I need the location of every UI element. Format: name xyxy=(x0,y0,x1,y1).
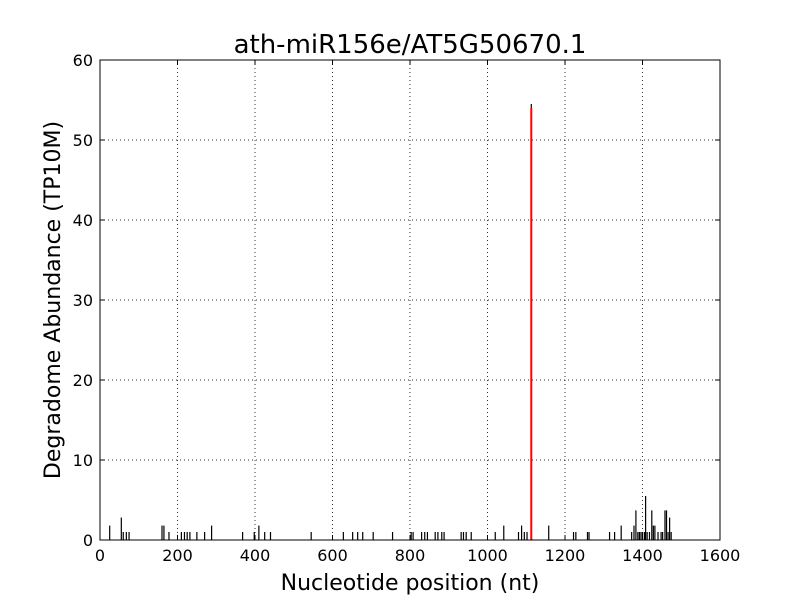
y-tick-label: 50 xyxy=(73,131,93,150)
bars xyxy=(109,104,672,540)
x-tick-label: 1200 xyxy=(545,546,586,565)
y-axis-label: Degradome Abundance (TP10M) xyxy=(41,121,66,479)
x-tick-label: 1400 xyxy=(622,546,663,565)
y-tick-label: 40 xyxy=(73,211,93,230)
x-tick-label: 400 xyxy=(240,546,271,565)
y-tick-label: 10 xyxy=(73,451,93,470)
x-tick-label: 0 xyxy=(95,546,105,565)
x-tick-label: 600 xyxy=(317,546,348,565)
x-tick-label: 800 xyxy=(395,546,426,565)
y-tick-label: 20 xyxy=(73,371,93,390)
chart-title: ath-miR156e/AT5G50670.1 xyxy=(234,30,587,60)
x-tick-label: 200 xyxy=(162,546,193,565)
y-tick-label: 0 xyxy=(83,531,93,550)
x-tick-label: 1000 xyxy=(467,546,508,565)
axis-ticks: 0 200 400 600 800 1000 1200 1400 1600 0 10 20 30 40 50… xyxy=(73,51,741,565)
y-tick-label: 60 xyxy=(73,51,93,70)
grid xyxy=(100,60,720,540)
y-tick-label: 30 xyxy=(73,291,93,310)
x-axis-label: Nucleotide position (nt) xyxy=(281,571,540,596)
x-tick-label: 1600 xyxy=(700,546,741,565)
